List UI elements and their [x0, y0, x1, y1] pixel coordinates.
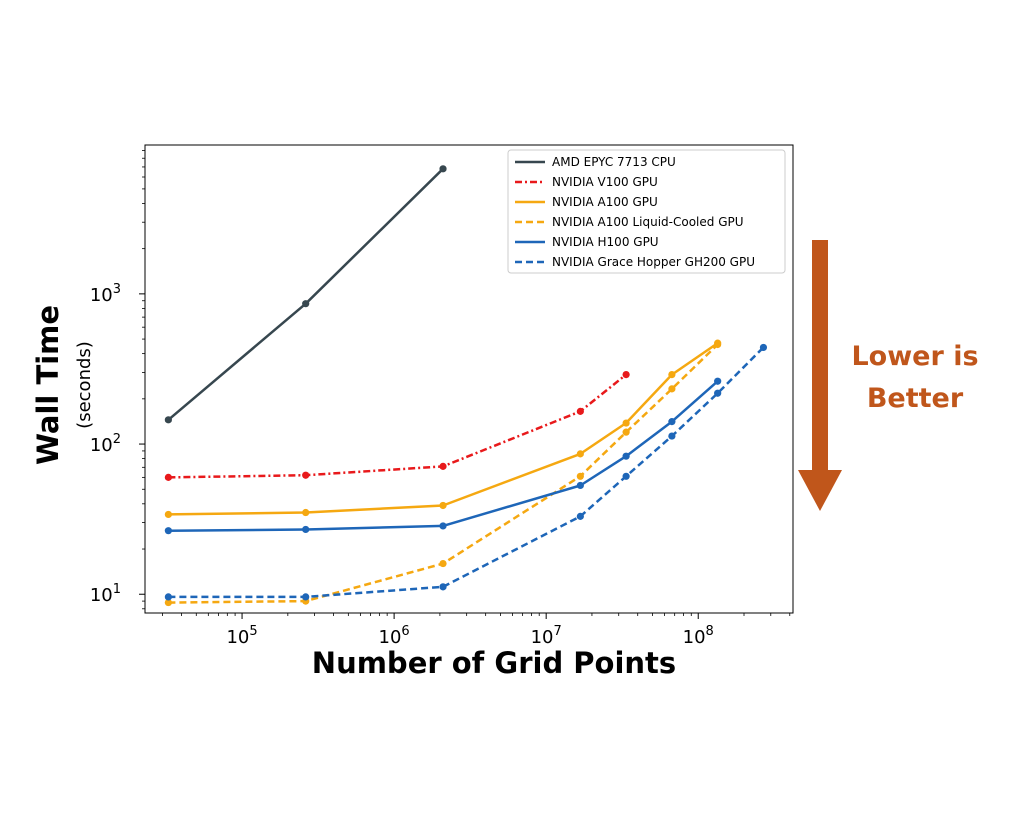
series-3-point-0: [164, 598, 172, 607]
series-1-point-3: [576, 407, 584, 415]
series-line-0: [167, 167, 444, 421]
series-points: [164, 165, 768, 607]
legend-label-2: NVIDIA A100 GPU: [552, 195, 658, 209]
series-3-point-2: [439, 559, 447, 568]
series-5-point-7: [759, 343, 768, 352]
series-3-point-4: [622, 428, 630, 436]
series-5-point-1: [302, 593, 310, 601]
legend-label-0: AMD EPYC 7713 CPU: [552, 155, 676, 169]
legend-frame: [507, 149, 786, 274]
series-3-point-3: [576, 472, 584, 480]
y-axis-sublabel-group: (seconds): [74, 341, 95, 429]
series-3-point-5: [668, 385, 676, 393]
series-2-point-4: [622, 419, 630, 427]
series-2-point-3: [576, 450, 584, 458]
series-5-point-6: [714, 389, 722, 397]
series-5-point-4: [622, 472, 630, 480]
x-tick-label-0: 105: [226, 624, 257, 648]
x-tick-label-1: 106: [379, 624, 410, 648]
series-2-point-5: [668, 371, 676, 379]
series-4-point-6: [714, 377, 722, 385]
x-tick-label-3: 108: [683, 624, 714, 648]
down-arrow: [798, 240, 842, 511]
series-2-point-2: [439, 501, 447, 510]
series-line-5: [168, 346, 765, 599]
y-axis-label-group: Wall Time: [31, 305, 65, 465]
series-3-point-6: [714, 340, 722, 349]
series-4-point-0: [164, 527, 172, 535]
series-4-point-4: [622, 452, 630, 460]
series-5-point-2: [439, 583, 447, 591]
annotation-line-1: Lower is: [851, 341, 979, 372]
legend-label-3: NVIDIA A100 Liquid-Cooled GPU: [552, 215, 744, 229]
series-1-point-2: [439, 462, 447, 470]
y-tick-label-0: 101: [90, 582, 121, 606]
legend-label-1: NVIDIA V100 GPU: [552, 175, 658, 189]
x-axis-label: Number of Grid Points: [312, 646, 676, 680]
series-1-point-0: [164, 473, 172, 481]
series-2-point-1: [302, 508, 310, 517]
plot-frame: [144, 144, 794, 614]
series-5-point-0: [164, 593, 172, 601]
y-axis-sublabel: (seconds): [74, 341, 95, 429]
series-2-point-0: [164, 510, 172, 519]
series-0-point-0: [164, 416, 172, 424]
series-4-point-2: [439, 522, 447, 530]
lower-is-better-annotation: Lower is Better: [840, 336, 990, 420]
axis-ticks: 105 106 107 108 101 102 103: [90, 150, 791, 648]
series-1-point-1: [302, 471, 310, 479]
y-tick-label-1: 102: [90, 432, 121, 456]
legend: AMD EPYC 7713 CPU NVIDIA V100 GPU NVIDIA A…: [507, 149, 786, 274]
series-line-2: [168, 342, 719, 516]
series-0-point-1: [302, 300, 310, 308]
series-5-point-5: [668, 432, 676, 440]
series-4-point-1: [302, 525, 310, 534]
annotation-line-2: Better: [866, 383, 964, 414]
legend-label-5: NVIDIA Grace Hopper GH200 GPU: [552, 255, 755, 269]
series-0-point-2: [439, 165, 447, 173]
down-arrow-head: [798, 470, 842, 511]
x-tick-label-2: 107: [531, 624, 562, 648]
series-1-point-4: [622, 371, 630, 379]
series-4-point-5: [668, 418, 676, 426]
down-arrow-shaft: [812, 240, 828, 472]
series-4-point-3: [576, 481, 584, 490]
y-tick-label-2: 103: [90, 282, 121, 306]
y-axis-label: Wall Time: [31, 305, 65, 465]
legend-label-4: NVIDIA H100 GPU: [552, 235, 659, 249]
series-5-point-3: [576, 512, 584, 520]
